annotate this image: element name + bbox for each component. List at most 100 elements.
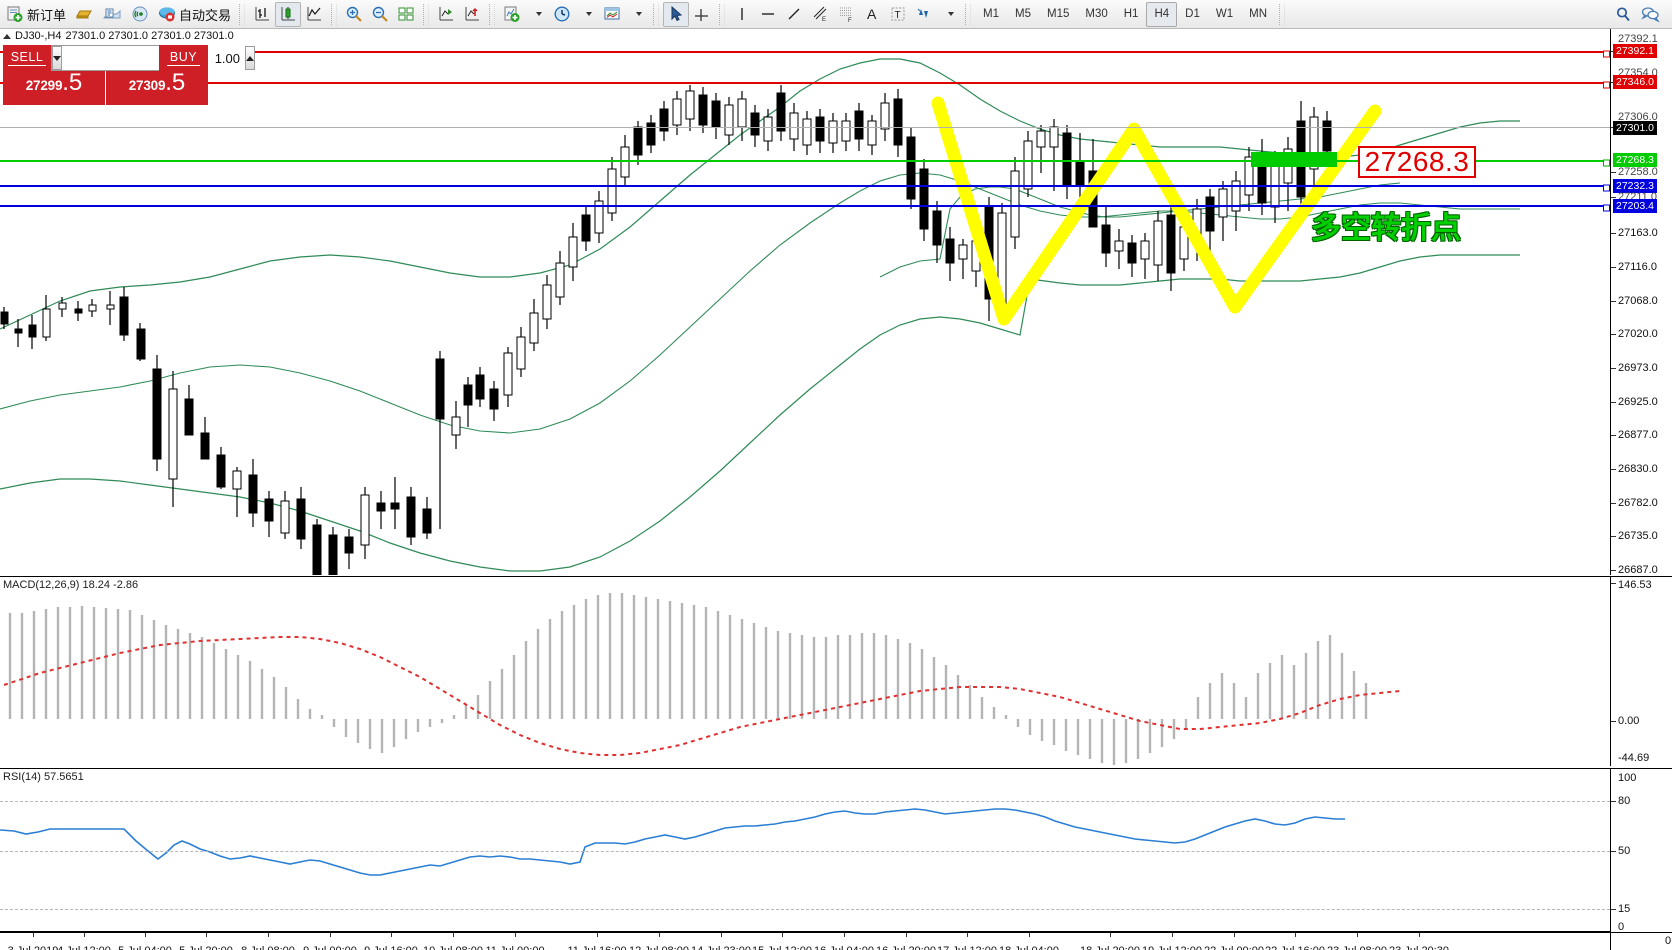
chart-container[interactable]: DJ30-,H4 27301.0 27301.0 27301.0 27301.0 [0,29,1672,950]
chat-icon[interactable] [1636,2,1664,27]
price-badge-27268[interactable]: 27268.3 [1613,153,1657,167]
timeframe-m30[interactable]: M30 [1085,8,1108,20]
sell-button[interactable]: SELL [3,45,51,71]
axis-tick [1611,469,1616,470]
bollinger-middle-band [0,172,1520,434]
fibonacci-tool-icon[interactable]: F [833,2,859,27]
time-axis[interactable]: 0 3 Jul 20194 Jul 12:00 5 Jul 04:00 5 Jul … [0,932,1672,950]
templates-icon[interactable] [599,2,625,27]
trendline-tool-icon[interactable] [781,2,807,27]
rsi-pane[interactable]: RSI(14) 57.5651 100 80 50 15 0 [0,768,1672,933]
shift-start-icon[interactable] [433,2,459,27]
support-line-27232[interactable] [0,184,1610,192]
timeframe-m15[interactable]: M15 [1047,8,1070,20]
period-clock-icon[interactable] [549,2,575,27]
macd-pane[interactable]: MACD(12,26,9) 18.24 -2.86 [0,576,1672,766]
new-order-label: 新订单 [27,7,67,23]
time-axis-label: 16 Jul 04:00 [814,945,874,950]
price-plot-area[interactable]: DJ30-,H4 27301.0 27301.0 27301.0 27301.0 [0,29,1610,575]
price-badge-27346[interactable]: 27346.0 [1613,75,1657,89]
price-pane[interactable]: DJ30-,H4 27301.0 27301.0 27301.0 27301.0 [0,29,1672,576]
auto-scroll-icon[interactable] [459,2,485,27]
time-axis-label: 5 Jul 04:00 [118,945,172,950]
timeframe-h4[interactable]: H4 [1146,1,1178,27]
line-handle[interactable] [1603,204,1610,212]
price-badge-27301[interactable]: 27301.0 [1613,121,1657,135]
line-handle[interactable] [1603,81,1610,89]
arrows-tool-icon[interactable] [911,2,937,27]
line-chart-icon[interactable] [301,2,327,27]
buy-price[interactable]: 27309 .5 [106,71,208,105]
crosshair-tool-icon[interactable] [689,2,715,27]
volume-stepper[interactable] [51,45,255,71]
time-axis-label: 15 Jul 12:00 [752,945,812,950]
timeframe-mn[interactable]: MN [1249,8,1267,20]
one-click-trading-panel[interactable]: SELL BUY 27299 .5 [3,45,255,105]
collapse-triangle-icon[interactable] [3,33,11,39]
volume-increase-button[interactable] [245,46,255,70]
resistance-line-27392[interactable] [0,50,1610,58]
rsi-plot-area[interactable]: RSI(14) 57.5651 [0,769,1610,932]
buy-button[interactable]: BUY [159,45,208,71]
timeframe-m1[interactable]: M1 [983,8,1000,20]
text-label-tool-icon[interactable]: T [885,2,911,27]
line-handle[interactable] [1603,159,1610,167]
zigzag-annotation [931,96,1382,326]
horizontal-line-tool-icon[interactable] [755,2,781,27]
chevron-down-icon [585,12,592,16]
entry-line-27268[interactable] [0,159,1610,167]
sell-price[interactable]: 27299 .5 [3,71,105,105]
support-line-27203[interactable] [0,204,1610,212]
toolbar-separator [653,3,660,25]
svg-text:E: E [822,17,826,23]
gold-bar-icon[interactable] [70,2,98,27]
axis-tick [1611,334,1616,335]
zoom-out-icon[interactable] [367,2,393,27]
new-chart-dropdown[interactable] [525,2,549,27]
autotrade-button[interactable]: 自动交易 [154,2,235,27]
macd-plot-area[interactable]: MACD(12,26,9) 18.24 -2.86 [0,577,1610,766]
line-handle[interactable] [1603,184,1610,192]
candlestick-chart-icon[interactable] [275,1,302,27]
price-badge-27203[interactable]: 27203.4 [1613,199,1657,213]
signal-icon[interactable] [126,2,154,27]
chevron-up-icon [246,55,254,61]
svg-text:T: T [895,10,901,21]
zoom-in-icon[interactable] [341,2,367,27]
time-tick [145,933,146,937]
timeframe-h1[interactable]: H1 [1123,8,1139,20]
new-order-button[interactable]: 新订单 [2,2,70,27]
line-handle[interactable] [1603,50,1610,58]
market-watch-icon[interactable] [98,2,126,27]
time-axis-label: 22 Jul 00:00 [1204,945,1264,950]
volume-input[interactable] [62,46,245,70]
timeframe-d1[interactable]: D1 [1185,8,1200,20]
sell-button-label: SELL [7,50,47,66]
svg-text:A: A [867,6,877,22]
templates-dropdown[interactable] [625,2,649,27]
price-badge-27232[interactable]: 27232.3 [1613,179,1657,193]
time-axis-label: 14 Jul 23:00 [691,945,751,950]
new-chart-icon[interactable] [499,2,525,27]
cursor-tool-icon[interactable] [663,1,690,27]
time-tick [1419,933,1420,937]
bar-chart-icon[interactable] [249,2,275,27]
autotrade-label: 自动交易 [179,7,232,23]
timeframe-m5[interactable]: M5 [1015,8,1031,20]
tile-windows-icon[interactable] [393,2,419,27]
rsi-axis-80: 80 [1618,795,1631,807]
volume-decrease-button[interactable] [52,46,62,70]
arrows-dropdown[interactable] [937,2,961,27]
equidistant-channel-tool-icon[interactable]: E [807,2,833,27]
search-icon[interactable] [1610,2,1636,27]
price-badge-27392[interactable]: 27392.1 [1613,44,1657,58]
vertical-line-tool-icon[interactable] [729,2,755,27]
trade-panel-prices-row: 27299 .5 27309 .5 [3,71,208,105]
price-axis[interactable]: 27392.1 27392.1 27354.0 27346.0 27306.0 … [1610,29,1672,576]
chevron-down-icon [635,12,642,16]
resistance-line-27346[interactable] [0,81,1610,89]
timeframe-w1[interactable]: W1 [1215,8,1234,20]
text-tool-icon[interactable]: A [859,2,885,27]
price-target-tag[interactable]: 27268.3 [1358,146,1476,178]
period-dropdown[interactable] [575,2,599,27]
